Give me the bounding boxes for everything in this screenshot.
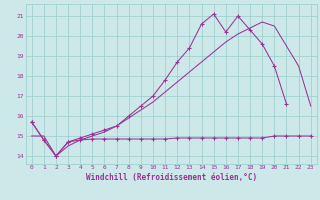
X-axis label: Windchill (Refroidissement éolien,°C): Windchill (Refroidissement éolien,°C) — [86, 173, 257, 182]
